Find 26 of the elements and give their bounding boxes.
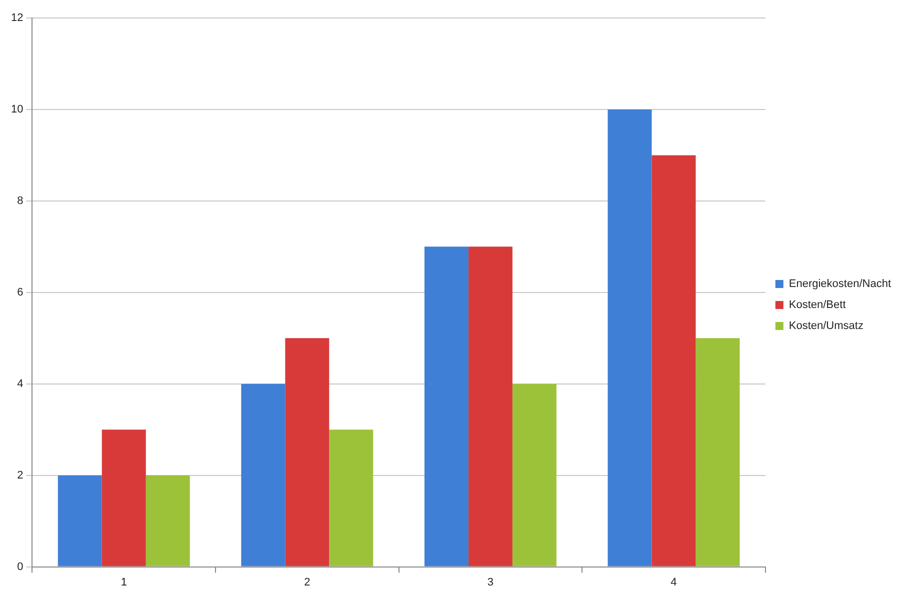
bar xyxy=(468,246,512,566)
y-tick-label: 6 xyxy=(17,286,24,298)
y-tick-label: 2 xyxy=(17,469,24,482)
x-tick-label: 4 xyxy=(670,576,677,588)
bar xyxy=(285,338,330,566)
bar xyxy=(424,246,468,566)
y-tick-label: 10 xyxy=(10,104,24,116)
bar xyxy=(512,384,556,566)
y-tick-label: 0 xyxy=(17,560,24,573)
y-tick-label: 12 xyxy=(10,12,24,24)
bar xyxy=(329,430,374,566)
y-tick-label: 8 xyxy=(17,194,24,207)
bar xyxy=(696,338,740,566)
legend-label: Kosten/Bett xyxy=(788,299,846,312)
y-tick-label: 4 xyxy=(17,378,24,390)
bar xyxy=(241,384,286,566)
x-tick-label: 1 xyxy=(120,576,127,588)
bar xyxy=(608,109,652,566)
bar xyxy=(652,155,696,566)
bar xyxy=(102,430,146,566)
bar xyxy=(58,475,102,566)
x-tick-label: 3 xyxy=(487,576,494,588)
legend-label: Kosten/Umsatz xyxy=(788,320,864,332)
x-tick-label: 2 xyxy=(304,576,310,588)
legend-label: Energiekosten/Nacht xyxy=(788,278,892,290)
bar xyxy=(146,475,190,566)
